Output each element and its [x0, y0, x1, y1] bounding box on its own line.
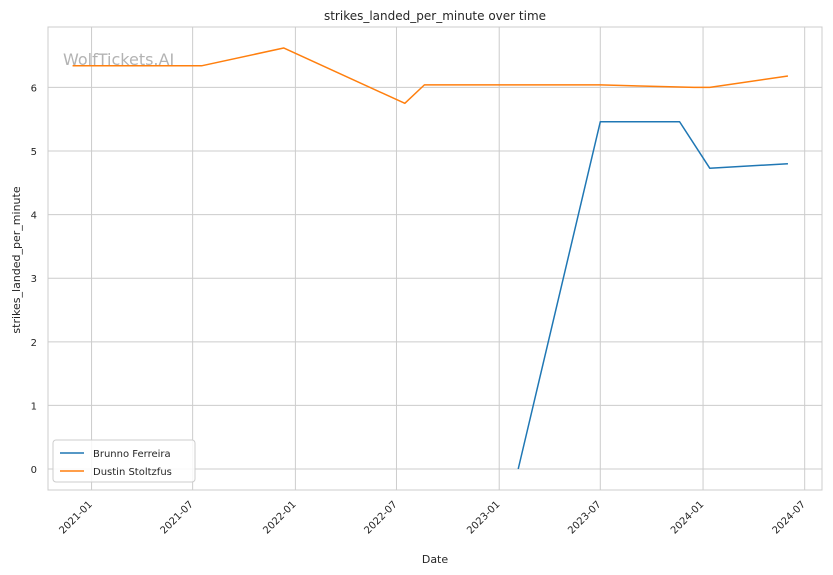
chart-title: strikes_landed_per_minute over time: [324, 9, 546, 23]
y-axis-ticks: 0 1 2 3 4 5 6: [31, 83, 37, 476]
legend: Brunno Ferreira Dustin Stoltzfus: [52, 439, 196, 483]
y-tick-label: 5: [31, 147, 37, 158]
y-tick-label: 2: [31, 338, 37, 349]
watermark: WolfTickets.AI: [63, 50, 174, 69]
legend-label-brunno-ferreira: Brunno Ferreira: [93, 449, 171, 460]
x-axis-label: Date: [422, 553, 449, 566]
y-tick-label: 3: [31, 274, 37, 285]
y-tick-label: 4: [31, 211, 37, 222]
y-gridlines: [48, 86, 822, 470]
y-tick-label: 1: [31, 401, 37, 412]
y-tick-label: 6: [31, 83, 37, 94]
legend-box: [52, 439, 196, 483]
x-gridlines: [91, 27, 806, 490]
series-line-dustin-stoltzfus: [72, 47, 789, 105]
series-line-brunno-ferreira: [517, 121, 788, 470]
y-tick-label: 0: [31, 465, 37, 476]
y-axis-label: strikes_landed_per_minute: [10, 186, 23, 333]
plot-area-frame: [47, 26, 823, 491]
series-layer: [72, 47, 789, 470]
legend-label-dustin-stoltzfus: Dustin Stoltzfus: [93, 467, 172, 478]
